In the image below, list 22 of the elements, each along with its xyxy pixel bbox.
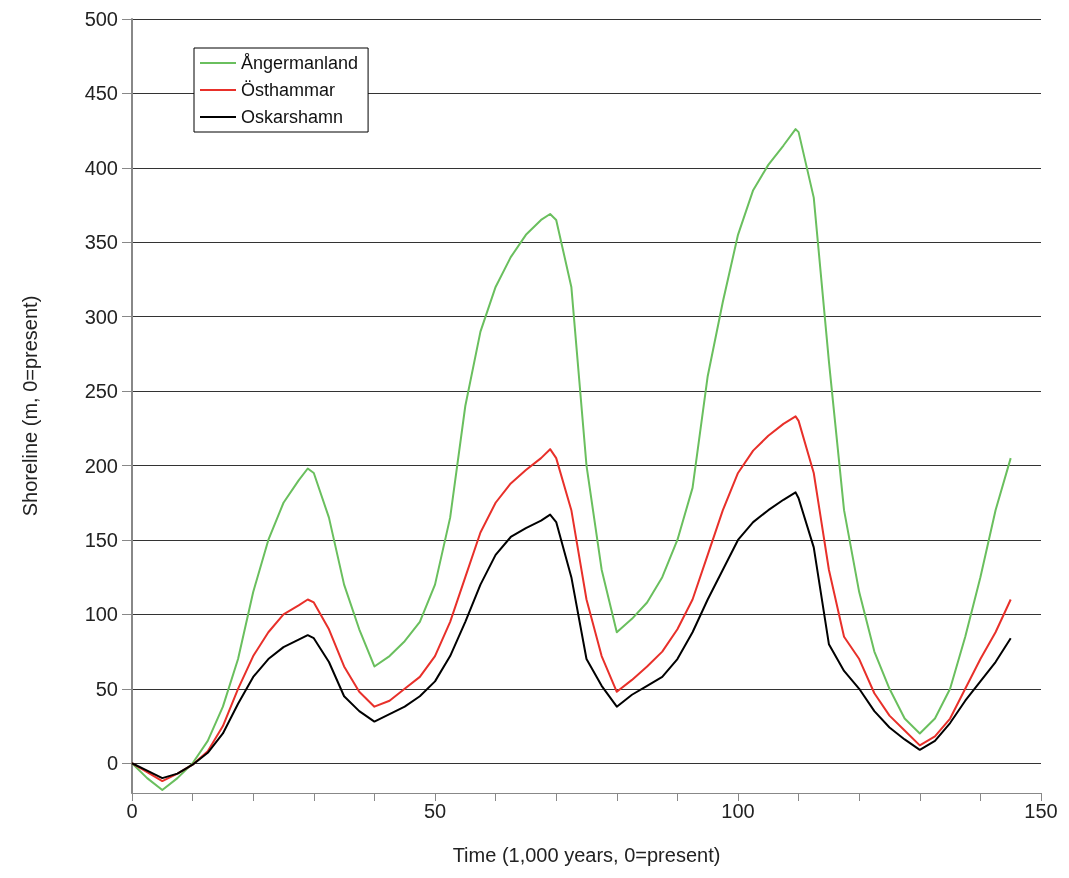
y-tick-label: 500 (84, 8, 118, 30)
x-tick-label: 50 (423, 800, 447, 822)
y-tick-label: 200 (84, 454, 118, 477)
line-series (131, 128, 1012, 792)
y-tick-label: 400 (84, 156, 118, 179)
line-series (131, 491, 1012, 780)
legend-label: Oskarshamn (241, 107, 344, 127)
y-tick-label: 50 (95, 677, 118, 700)
y-tick-label: 150 (84, 528, 118, 551)
y-tick-label: 100 (84, 603, 118, 626)
y-tick-label: 250 (84, 380, 118, 403)
y-tick-label: 0 (106, 752, 118, 775)
y-tick-label: 350 (84, 231, 118, 254)
y-tick-label: 450 (84, 82, 118, 105)
x-tick-label: 150 (1024, 800, 1058, 822)
x-axis-title: Time (1,000 years, 0=present) (452, 844, 721, 866)
y-axis-title: Shoreline (m, 0=present) (19, 295, 41, 517)
legend-label: Östhammar (241, 80, 336, 100)
legend-label: Ångermanland (241, 53, 359, 73)
x-tick-label: 100 (721, 800, 755, 822)
y-tick-label: 300 (84, 305, 118, 328)
x-tick-label: 0 (126, 800, 138, 822)
